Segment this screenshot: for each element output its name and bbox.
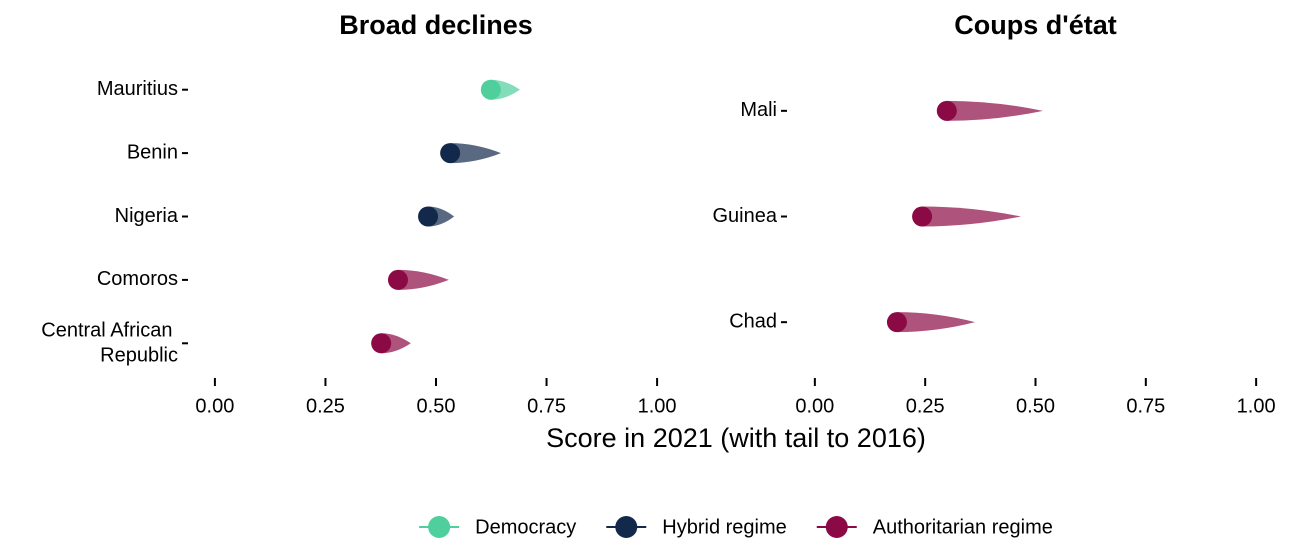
- y-tick-label: Benin: [127, 141, 178, 163]
- x-tick-label: 0.25: [306, 395, 345, 417]
- dot: [480, 79, 501, 100]
- y-tick-label: Mali: [740, 99, 777, 121]
- tail: [397, 269, 449, 290]
- x-tick-label: 0.75: [1126, 395, 1165, 417]
- dot: [371, 333, 392, 354]
- x-tick-label: 0.75: [527, 395, 566, 417]
- x-tick-label: 0.25: [906, 395, 945, 417]
- y-tick-label: Nigeria: [115, 205, 179, 227]
- panel-title: Coups d'état: [954, 10, 1116, 40]
- y-tick-label: Comoros: [97, 268, 178, 290]
- y-tick-label: Guinea: [713, 205, 778, 227]
- dot: [418, 206, 439, 227]
- dot: [936, 100, 957, 121]
- x-tick-label: 0.50: [1016, 395, 1055, 417]
- y-tick-label: Chad: [729, 310, 777, 332]
- tail: [896, 312, 976, 333]
- y-tick-label: Mauritius: [97, 78, 178, 100]
- x-tick-label: 0.50: [417, 395, 456, 417]
- dot: [912, 206, 933, 227]
- legend-item: Authoritarian regime: [816, 516, 1053, 538]
- panel-title: Broad declines: [339, 10, 533, 40]
- legend-label: Hybrid regime: [662, 516, 786, 538]
- tail: [922, 206, 1021, 227]
- x-tick-label: 0.00: [795, 395, 834, 417]
- y-tick-label: Central African Republic: [41, 320, 178, 367]
- dot: [387, 269, 408, 290]
- legend-dot: [825, 516, 848, 538]
- legend-item: Hybrid regime: [606, 516, 787, 538]
- tail: [450, 143, 502, 164]
- x-axis-label: Score in 2021 (with tail to 2016): [546, 423, 926, 453]
- y-tick-label-line: Republic: [100, 345, 178, 367]
- x-tick-label: 1.00: [1237, 395, 1276, 417]
- legend-dot: [615, 516, 638, 538]
- legend-dot: [428, 516, 451, 538]
- legend-item: Democracy: [419, 516, 576, 538]
- legend-label: Democracy: [475, 516, 576, 538]
- x-tick-label: 0.00: [195, 395, 234, 417]
- y-tick-label-line: Central African: [41, 320, 178, 342]
- dot: [440, 143, 461, 164]
- x-tick-label: 1.00: [638, 395, 677, 417]
- legend-label: Authoritarian regime: [873, 516, 1053, 538]
- tail: [946, 100, 1044, 121]
- dot: [886, 312, 907, 333]
